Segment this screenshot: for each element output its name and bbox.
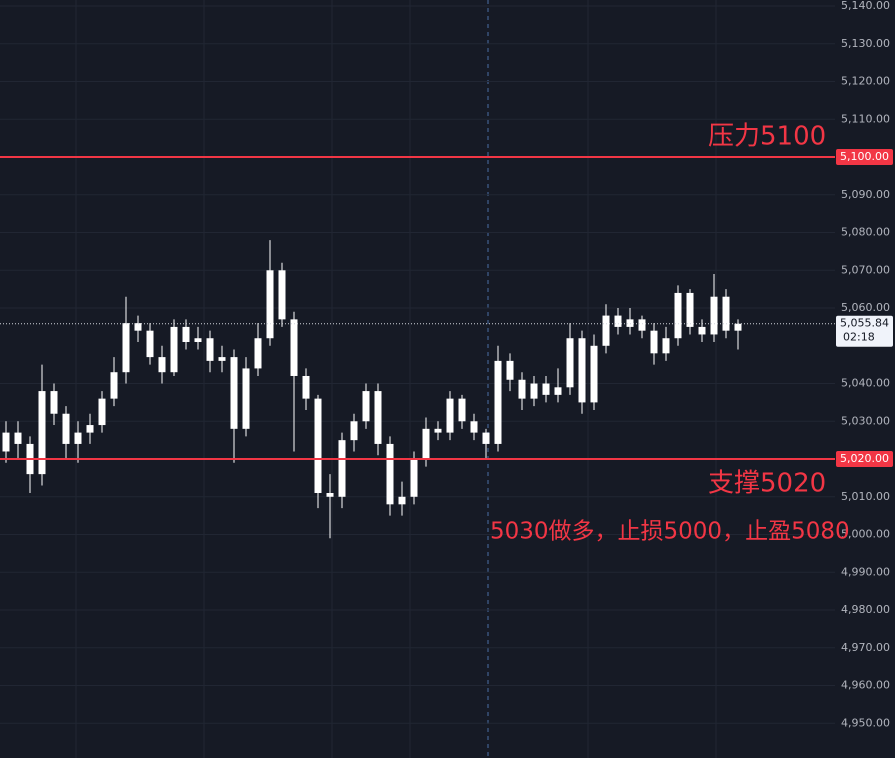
candle-body	[314, 398, 322, 494]
candle-body	[278, 270, 286, 320]
current-price-label: 5,055.84	[840, 317, 889, 330]
candle-body	[338, 440, 346, 497]
candle-body	[2, 432, 10, 452]
candle-body	[50, 391, 58, 414]
y-tick-label: 5,030.00	[841, 414, 890, 427]
candle-body	[362, 391, 370, 422]
candle-body	[686, 292, 694, 327]
candle-body	[254, 338, 262, 369]
candle-body	[14, 432, 22, 444]
candle-body	[62, 413, 70, 444]
candle-body	[434, 428, 442, 433]
candle-body	[506, 360, 514, 380]
candle-body	[230, 357, 238, 429]
candle-body	[218, 357, 226, 361]
candle-body	[734, 323, 742, 331]
y-tick-label: 5,010.00	[841, 490, 890, 503]
candle-body	[98, 398, 106, 426]
candle-body	[650, 330, 658, 354]
y-tick-label: 5,040.00	[841, 377, 890, 390]
candle-body	[206, 338, 214, 361]
y-tick-label: 4,990.00	[841, 565, 890, 578]
y-tick-label: 4,980.00	[841, 603, 890, 616]
y-tick-label: 5,140.00	[841, 0, 890, 12]
price-axis	[835, 0, 895, 758]
candle-body	[182, 326, 190, 343]
y-tick-label: 5,090.00	[841, 188, 890, 201]
candle-body	[386, 443, 394, 505]
y-tick-label: 4,960.00	[841, 679, 890, 692]
candle-body	[662, 338, 670, 354]
candle-body	[158, 357, 166, 373]
price-line-tag	[836, 451, 893, 468]
countdown-label: 02:18	[843, 331, 875, 344]
candle-body	[374, 391, 382, 444]
candle-body	[38, 391, 46, 475]
candle-body	[398, 496, 406, 505]
candle-body	[458, 398, 466, 422]
candle-body	[614, 315, 622, 327]
y-tick-label: 5,130.00	[841, 37, 890, 50]
candle-body	[578, 338, 586, 403]
annotation: 压力5100	[708, 122, 826, 152]
candle-body	[518, 379, 526, 399]
y-tick-label: 5,060.00	[841, 301, 890, 314]
candle-body	[494, 360, 502, 444]
price-line-label: 5,020.00	[840, 452, 889, 465]
current-price-tag	[836, 315, 893, 347]
annotation: 支撑5020	[708, 469, 826, 499]
candle-body	[326, 493, 334, 497]
candle-body	[110, 372, 118, 399]
candle-body	[410, 459, 418, 497]
candle-body	[266, 270, 274, 339]
candle-body	[194, 338, 202, 343]
candle-body	[422, 428, 430, 460]
candle-body	[530, 383, 538, 399]
candle-body	[146, 330, 154, 358]
y-tick-label: 5,070.00	[841, 263, 890, 276]
candle-body	[302, 375, 310, 399]
y-tick-label: 5,000.00	[841, 528, 890, 541]
candle-body	[566, 338, 574, 388]
candle-body	[350, 421, 358, 441]
candle-body	[554, 387, 562, 395]
y-tick-label: 4,970.00	[841, 641, 890, 654]
candle-body	[470, 421, 478, 433]
candle-body	[626, 319, 634, 327]
y-tick-label: 5,080.00	[841, 226, 890, 239]
candle-body	[710, 296, 718, 335]
candle-body	[590, 345, 598, 403]
candle-body	[134, 323, 142, 331]
y-tick-label: 5,120.00	[841, 75, 890, 88]
candle-body	[722, 296, 730, 331]
candle-body	[602, 315, 610, 346]
candle-body	[446, 398, 454, 433]
candle-body	[290, 319, 298, 376]
y-tick-label: 4,950.00	[841, 716, 890, 729]
candle-body	[698, 326, 706, 335]
candle-body	[86, 425, 94, 433]
y-tick-label: 5,110.00	[841, 112, 890, 125]
candle-body	[74, 432, 82, 444]
candle-body	[242, 368, 250, 429]
price-line-tag	[836, 149, 893, 166]
candle-body	[170, 326, 178, 373]
candle-body	[542, 383, 550, 395]
price-line-label: 5,100.00	[840, 150, 889, 163]
vertical-grid	[75, 0, 717, 758]
candle-body	[674, 292, 682, 339]
annotation: 5030做多，止损5000，止盈5080	[490, 519, 850, 545]
candle-body	[638, 319, 646, 331]
candle-body	[122, 323, 130, 373]
candle-body	[482, 432, 490, 444]
